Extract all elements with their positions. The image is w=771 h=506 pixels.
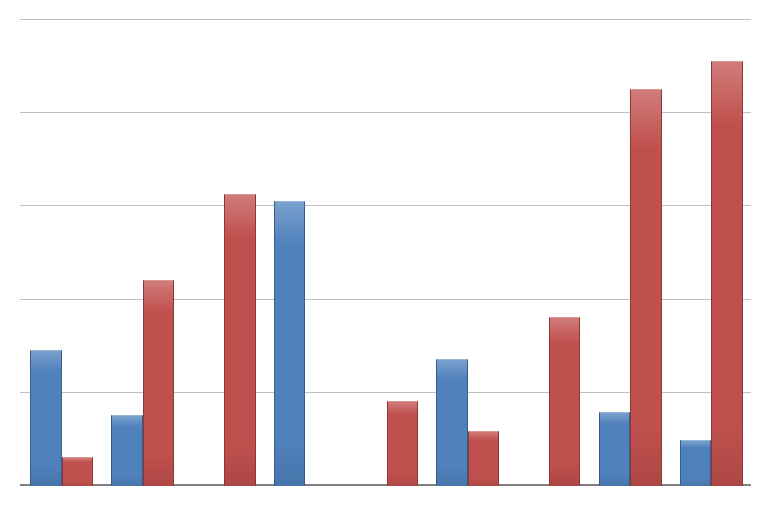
bar-series-a [274,201,305,486]
bar-chart [0,0,771,506]
bar-series-b [224,194,255,486]
bar-series-b [62,457,93,486]
bar-series-a [436,359,467,486]
bar-series-b [549,317,580,486]
bar-series-a [30,350,61,486]
bar-series-a [111,415,142,486]
bar-series-b [143,280,174,486]
bar-series-b [711,61,742,486]
bar-series-a [599,412,630,486]
bar-series-b [387,401,418,486]
bar-series-b [468,431,499,486]
gridline [20,19,751,20]
plot-area [20,20,751,486]
bar-series-b [630,89,661,486]
bar-series-a [680,440,711,486]
